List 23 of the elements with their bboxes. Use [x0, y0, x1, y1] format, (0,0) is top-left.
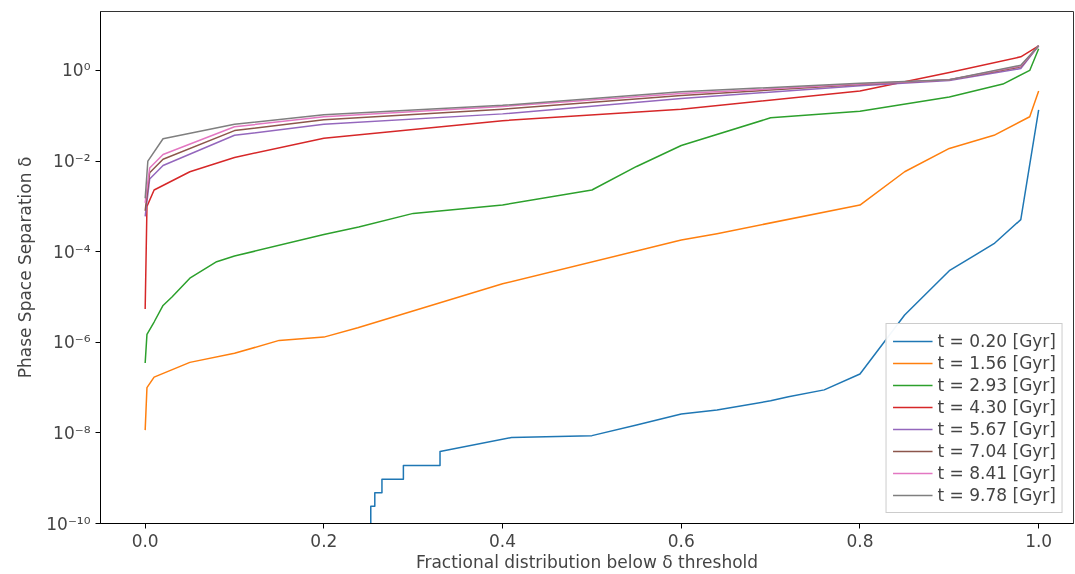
y-tick-label: 10⁻⁶ — [53, 332, 91, 353]
x-axis-title: Fractional distribution below δ threshold — [415, 551, 759, 572]
x-tick-label: 0.2 — [310, 530, 338, 551]
legend-label: t = 5.67 [Gyr] — [937, 418, 1056, 440]
x-tick-label: 0.6 — [667, 530, 695, 551]
y-tick-label: 10⁻⁴ — [53, 241, 91, 262]
x-tick-label: 0.8 — [846, 530, 874, 551]
legend-label: t = 8.41 [Gyr] — [937, 462, 1056, 484]
x-tick-label: 0.4 — [489, 530, 517, 551]
y-tick-label: 10⁻² — [53, 151, 91, 172]
legend-label: t = 7.04 [Gyr] — [937, 440, 1056, 462]
y-tick-label: 10⁰ — [62, 60, 91, 81]
x-tick-label: 0.0 — [131, 530, 159, 551]
legend-label: t = 0.20 [Gyr] — [937, 330, 1056, 352]
y-tick-label: 10⁻¹⁰ — [46, 513, 91, 534]
legend-label: t = 2.93 [Gyr] — [937, 374, 1056, 396]
legend-label: t = 9.78 [Gyr] — [937, 484, 1056, 506]
y-axis-title: Phase Space Separation δ — [15, 156, 36, 379]
line-series — [144, 45, 1040, 310]
legend-label: t = 4.30 [Gyr] — [937, 396, 1056, 418]
y-tick-label: 10⁻⁸ — [53, 422, 91, 443]
legend-label: t = 1.56 [Gyr] — [937, 352, 1056, 374]
x-tick-label: 1.0 — [1025, 530, 1053, 551]
